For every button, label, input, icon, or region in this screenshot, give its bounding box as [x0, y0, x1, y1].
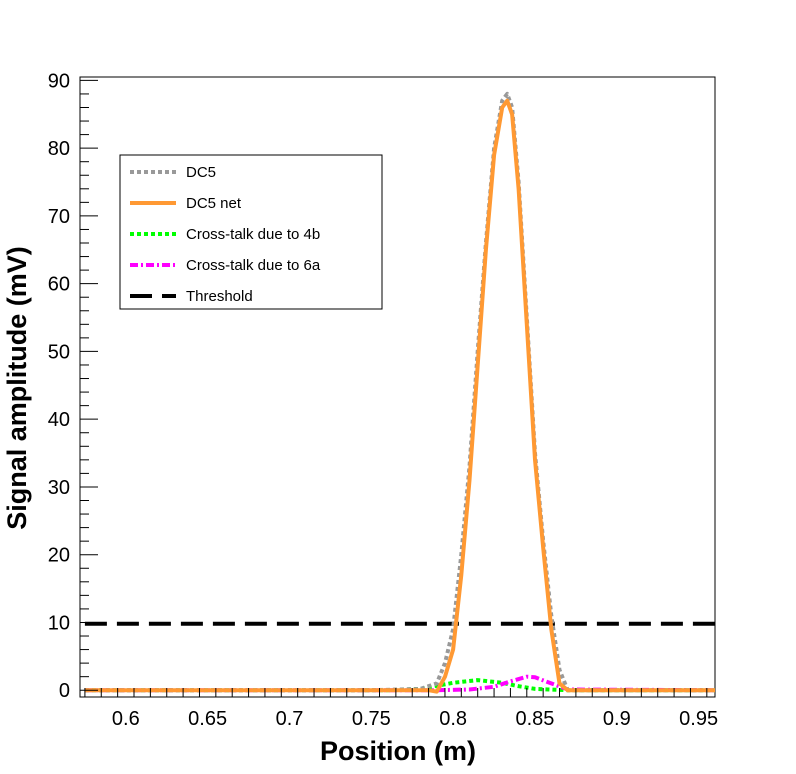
y-tick-label: 0 — [59, 680, 70, 702]
series-line-dc5 — [84, 91, 715, 693]
x-tick-label: 0.9 — [603, 708, 631, 730]
x-tick-label: 0.6 — [112, 708, 140, 730]
legend-label: Threshold — [186, 288, 253, 305]
x-tick-label: 0.7 — [276, 708, 304, 730]
y-tick-label: 10 — [48, 612, 70, 634]
y-tick-label: 30 — [48, 477, 70, 499]
y-tick-label: 20 — [48, 545, 70, 567]
y-tick-label: 90 — [48, 70, 70, 92]
x-tick-label: 0.75 — [352, 708, 391, 730]
axis-tick-labels: 0.6 0.65 0.7 0.75 0.8 0.85 0.9 0.95 0 10 20 30 40 50 6… — [48, 70, 718, 730]
y-axis-title: Signal amplitude (mV) — [2, 246, 32, 530]
axis-ticks — [80, 79, 708, 697]
series-line-dc5-net — [84, 98, 715, 694]
plot-frame — [79, 76, 716, 698]
x-tick-label: 0.85 — [516, 708, 555, 730]
legend-label: Cross-talk due to 6a — [186, 257, 321, 274]
legend: DC5 DC5 net Cross-talk due to 4b Cross-talk… — [119, 154, 383, 310]
y-tick-label: 50 — [48, 341, 70, 363]
legend-label: DC5 net — [186, 195, 242, 212]
legend-label: Cross-talk due to 4b — [186, 226, 320, 243]
y-tick-label: 40 — [48, 409, 70, 431]
y-tick-label: 70 — [48, 206, 70, 228]
legend-box — [119, 154, 383, 310]
y-tick-label: 80 — [48, 138, 70, 160]
plot-area — [84, 91, 716, 694]
x-tick-label: 0.65 — [188, 708, 227, 730]
x-tick-label: 0.95 — [679, 708, 718, 730]
x-axis-title: Position (m) — [320, 736, 476, 766]
legend-label: DC5 — [186, 164, 216, 181]
y-tick-label: 60 — [48, 274, 70, 296]
series-line-cross-talk-due-to-6a — [84, 674, 716, 693]
x-tick-label: 0.8 — [439, 708, 467, 730]
